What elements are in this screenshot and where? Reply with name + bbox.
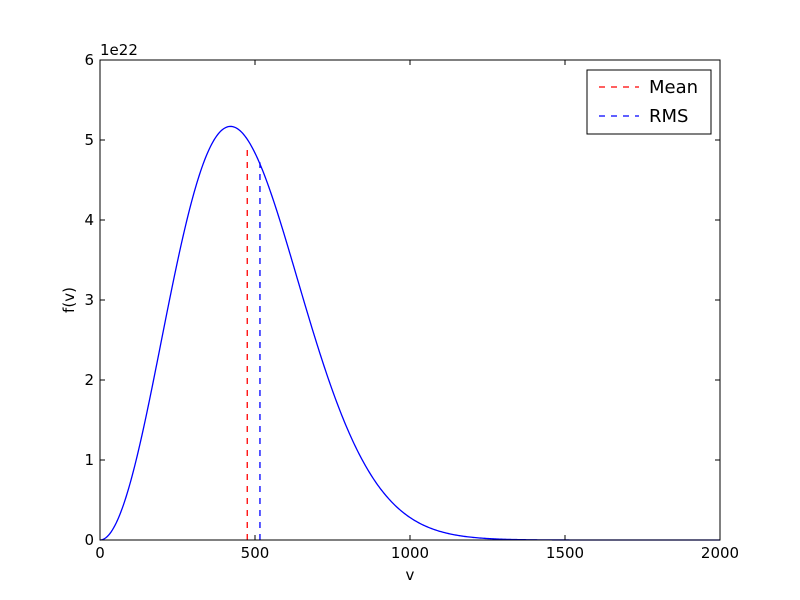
x-axis: 0 500 1000 1500 2000 <box>95 60 739 562</box>
x-tick-label: 1000 <box>391 544 429 562</box>
y-tick-label: 5 <box>84 131 94 149</box>
y-tick-label: 0 <box>84 531 94 549</box>
x-tick-label: 2000 <box>701 544 739 562</box>
y-tick-label: 1 <box>84 451 94 469</box>
x-tick-label: 500 <box>241 544 270 562</box>
x-axis-label: v <box>406 566 415 584</box>
y-axis: 0 1 2 3 4 5 6 <box>84 51 720 549</box>
legend-box <box>586 69 712 135</box>
y-tick-label: 2 <box>84 371 94 389</box>
y-axis-label: f(v) <box>60 287 78 313</box>
y-offset-label: 1e22 <box>100 41 138 59</box>
y-tick-label: 3 <box>84 291 94 309</box>
y-tick-label: 4 <box>84 211 94 229</box>
x-tick-label: 0 <box>95 544 105 562</box>
plot-background <box>100 60 720 540</box>
legend: Mean RMS <box>586 69 712 135</box>
legend-label-mean: Mean <box>649 77 698 98</box>
legend-label-rms: RMS <box>649 106 688 127</box>
x-tick-label: 1500 <box>546 544 584 562</box>
y-tick-label: 6 <box>84 51 94 69</box>
